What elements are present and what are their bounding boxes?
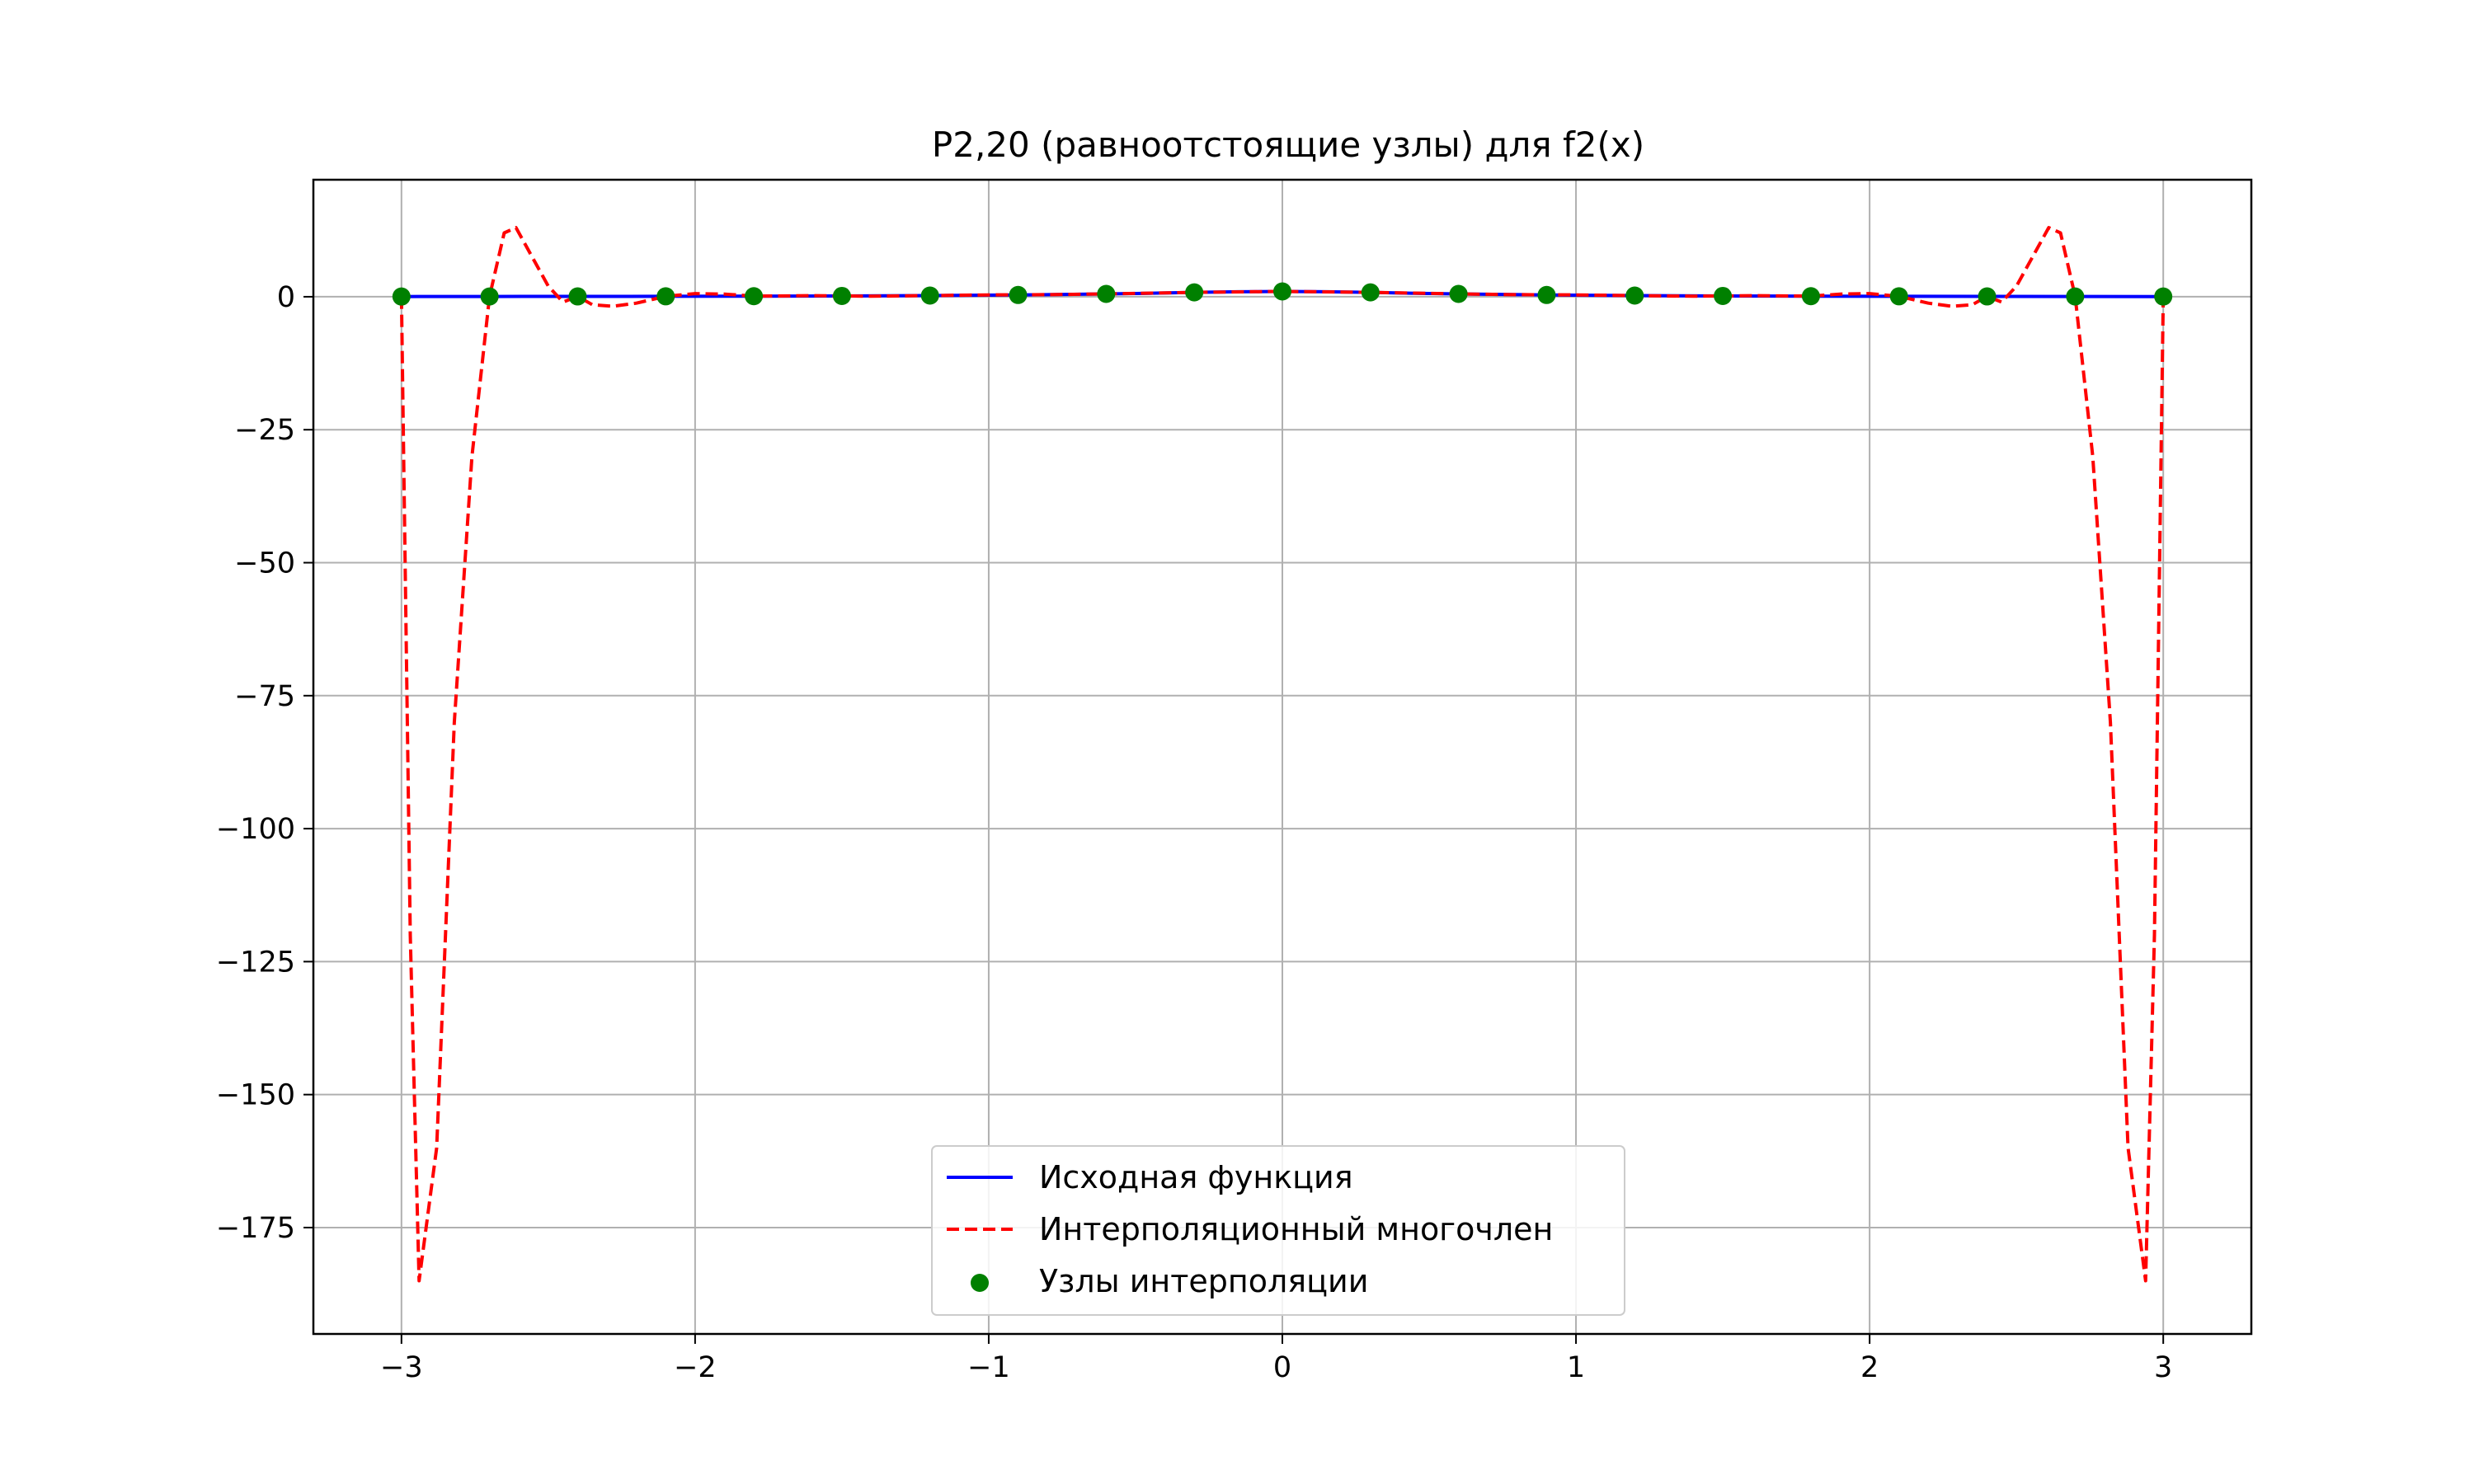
interpolation-node-point	[2154, 287, 2173, 306]
interpolation-node-point	[1097, 284, 1116, 303]
y-tick-label: −150	[216, 1079, 295, 1112]
interpolation-node-point	[656, 287, 675, 306]
interpolation-node-point	[1009, 285, 1028, 304]
interpolation-node-point	[1273, 282, 1291, 301]
x-tick-label: −1	[967, 1351, 1010, 1384]
interpolation-node-point	[2066, 287, 2085, 306]
interpolation-node-point	[1361, 283, 1380, 302]
interpolation-node-point	[745, 287, 764, 306]
plot-content	[392, 226, 2173, 1283]
legend-swatch	[971, 1274, 989, 1292]
x-tick-label: 3	[2154, 1351, 2172, 1384]
legend: Исходная функция Интерполяционный многочл…	[931, 1145, 1625, 1316]
y-tick-label: −125	[216, 946, 295, 979]
interpolation-node-point	[1625, 286, 1644, 305]
interpolation-node-point	[1889, 287, 1908, 306]
interpolation-node-point	[920, 286, 939, 305]
interpolation-node-point	[1537, 285, 1556, 304]
legend-entry-label: Интерполяционный многочлен	[1039, 1211, 1553, 1247]
legend-entry-label: Узлы интерполяции	[1039, 1263, 1368, 1299]
y-tick-label: −75	[234, 680, 295, 713]
interpolation-node-point	[1714, 286, 1733, 305]
y-tick-label: 0	[277, 281, 295, 314]
x-tick-label: −3	[380, 1351, 423, 1384]
x-tick-label: 2	[1860, 1351, 1879, 1384]
axis-ticks: −3 −2 −1 0 1 2 3 0 −25 −50 −75 −100 −125 −150 −175	[216, 281, 2172, 1384]
interpolation-node-point	[392, 287, 411, 306]
interpolation-node-point	[1449, 284, 1468, 303]
interpolation-node-point	[568, 287, 587, 306]
y-tick-label: −175	[216, 1212, 295, 1245]
interpolation-node-point	[480, 287, 499, 306]
legend-box	[931, 1145, 1625, 1316]
y-tick-label: −25	[234, 414, 295, 447]
x-tick-label: −2	[674, 1351, 717, 1384]
y-tick-label: −50	[234, 547, 295, 580]
x-tick-label: 1	[1567, 1351, 1585, 1384]
interpolation-node-point	[832, 286, 851, 305]
chart-title: P2,20 (равноотстоящие узлы) для f2(x)	[932, 124, 1644, 165]
x-tick-label: 0	[1273, 1351, 1291, 1384]
interpolation-node-point	[1801, 287, 1820, 306]
y-tick-label: −100	[216, 813, 295, 846]
interpolation-node-point	[1978, 287, 1997, 306]
series-line-interpolation-polynomial	[399, 226, 2166, 1283]
legend-entry-label: Исходная функция	[1039, 1159, 1353, 1195]
interpolation-node-point	[1185, 283, 1204, 302]
